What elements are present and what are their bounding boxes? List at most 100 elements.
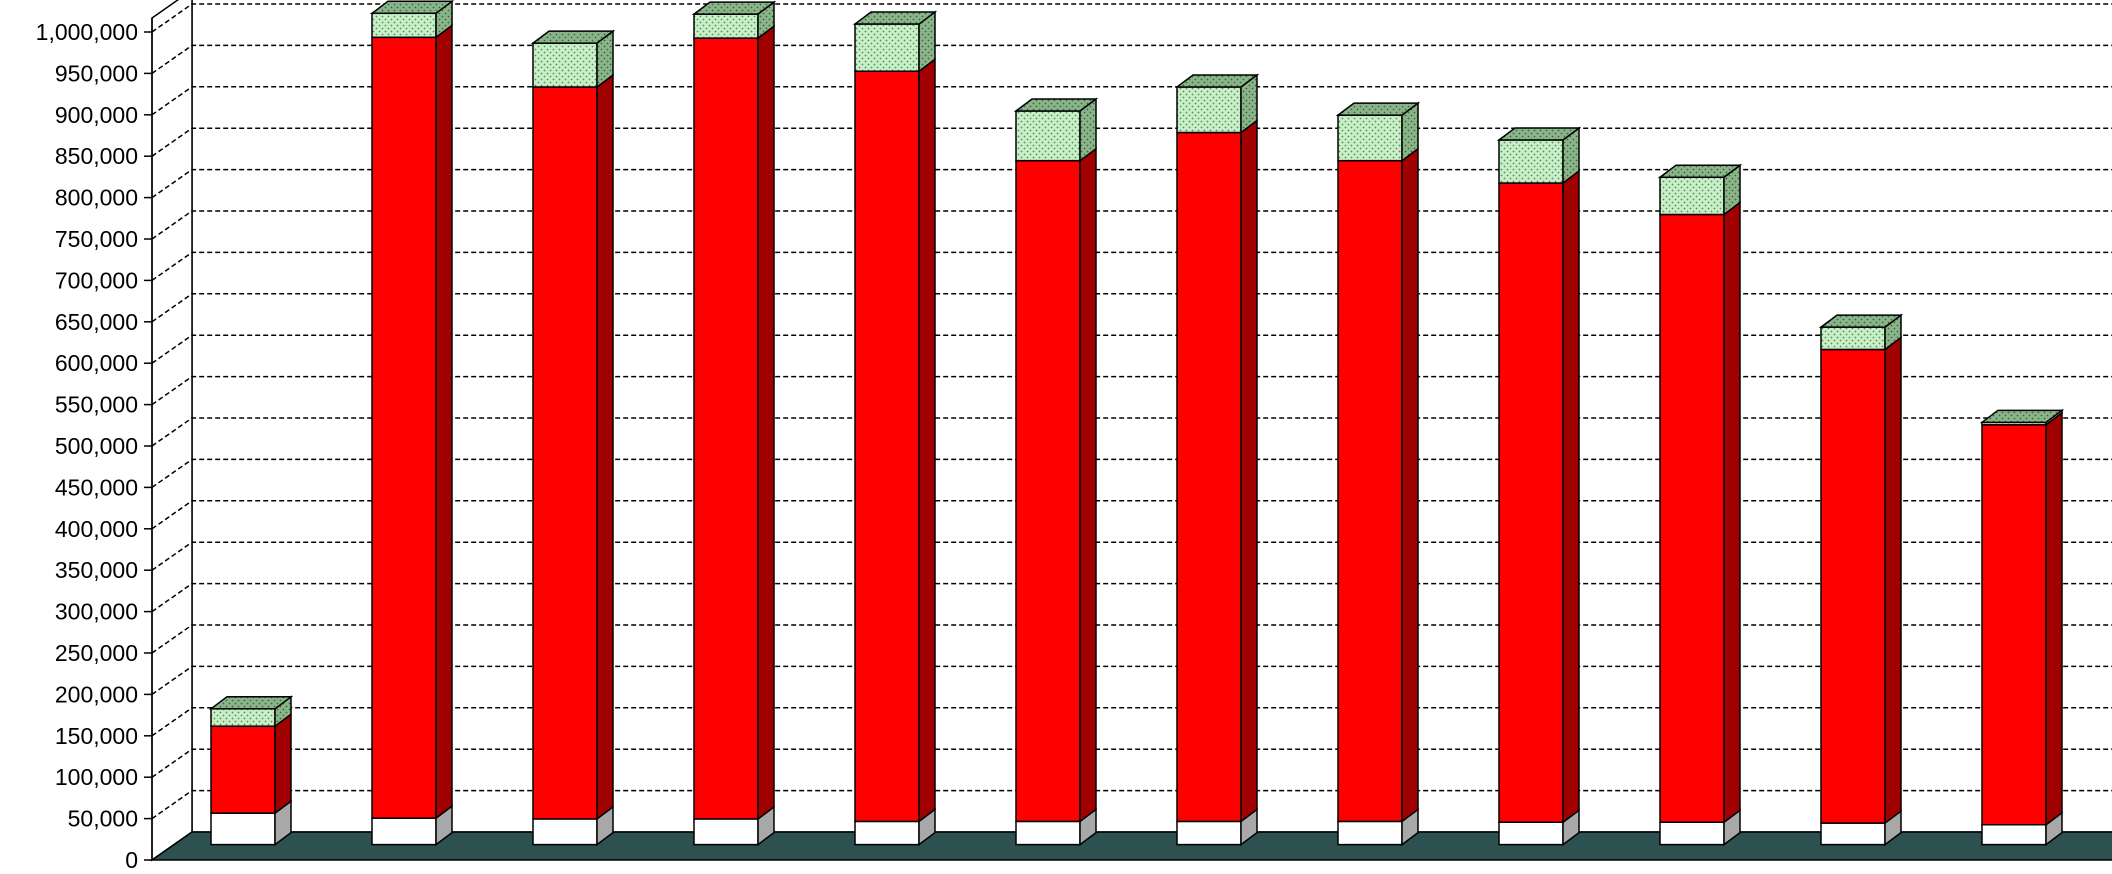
y-tick-label: 450,000: [55, 474, 138, 500]
y-tick-label: 200,000: [55, 681, 138, 707]
bar-top: [852, 11, 938, 25]
bar-segment-side: [1723, 200, 1741, 824]
y-tick-label: 800,000: [55, 185, 138, 211]
gridline: [151, 748, 2112, 778]
gridline: [151, 251, 2112, 282]
y-tick-label: 900,000: [55, 102, 138, 128]
y-tick-label: 650,000: [55, 309, 138, 335]
bar-stack: [530, 29, 616, 847]
y-tick-label: 350,000: [55, 557, 138, 583]
gridline: [151, 624, 2112, 654]
bar-segment: [1337, 114, 1403, 162]
bar-top: [1657, 164, 1743, 178]
y-tick-label: 400,000: [55, 516, 138, 542]
bar-stack: [369, 0, 455, 847]
bar-segment: [1015, 110, 1081, 162]
bar-stack: [691, 0, 777, 847]
bar-top: [530, 30, 616, 44]
gridline: [151, 707, 2112, 737]
bar-segment: [1015, 820, 1081, 846]
bar-stack: [1174, 73, 1260, 847]
bar-segment: [1498, 139, 1564, 184]
y-tick-label: 550,000: [55, 392, 138, 418]
gridline: [151, 500, 2112, 530]
bar-stack: [1013, 97, 1099, 847]
bar-segment: [371, 817, 437, 846]
bar-segment: [1176, 86, 1242, 134]
bar-stack: [1657, 163, 1743, 847]
y-tick-label: 1,000,000: [36, 19, 138, 45]
bar-top: [1335, 102, 1421, 116]
bar-segment: [1659, 213, 1725, 823]
bar-segment: [854, 70, 920, 823]
gridline: [151, 168, 2112, 199]
bar-segment: [210, 708, 276, 727]
bar-segment: [1659, 821, 1725, 846]
bars: [208, 0, 2065, 847]
bar-segment: [1981, 424, 2047, 826]
bar-stack: [1496, 126, 1582, 847]
gridline: [151, 458, 2112, 489]
plot-floor: [149, 831, 2112, 861]
bar-top: [1979, 409, 2065, 424]
y-tick-label: 250,000: [55, 640, 138, 666]
y-tick-label: 150,000: [55, 723, 138, 749]
bar-segment: [693, 37, 759, 820]
bar-segment: [693, 13, 759, 39]
bar-segment: [1176, 131, 1242, 823]
gridline: [151, 665, 2112, 696]
gridline: [151, 334, 2112, 364]
bar-segment: [1659, 176, 1725, 216]
bar-stack: [852, 10, 938, 847]
bar-segment-side: [1884, 335, 1902, 825]
bar-segment-side: [1562, 169, 1580, 824]
bar-segment-side: [435, 23, 453, 820]
gridline: [151, 375, 2112, 406]
bar-segment-side: [757, 24, 775, 821]
bar-segment: [1820, 348, 1886, 824]
y-tick-label: 500,000: [55, 433, 138, 459]
bar-top: [1818, 314, 1904, 328]
bar-segment-side: [918, 57, 936, 823]
bar-segment: [371, 36, 437, 819]
y-axis: 0 50,000 100,000 150,000 200,000 250,000 300,0…: [36, 18, 153, 873]
bar-segment: [1981, 823, 2047, 846]
bar-segment: [1176, 820, 1242, 846]
bar-segment: [1015, 159, 1081, 823]
side-wall-panel: [151, 0, 193, 862]
gridline: [151, 86, 2112, 116]
bar-segment: [532, 86, 598, 820]
bar-stack: [1979, 408, 2065, 847]
plot-back-wall: [151, 0, 2112, 862]
bar-segment-side: [1401, 147, 1419, 823]
gridline: [151, 582, 2112, 613]
y-tick-label: 100,000: [55, 764, 138, 790]
bar-stack: [208, 695, 294, 847]
y-tick-label: 850,000: [55, 143, 138, 169]
gridline: [151, 417, 2112, 447]
gridlines: [151, 3, 2112, 820]
bar-segment-side: [1079, 147, 1097, 823]
gridline: [151, 127, 2112, 157]
y-tick-label: 750,000: [55, 226, 138, 252]
gridline: [151, 541, 2112, 571]
bar-segment-side: [274, 712, 292, 815]
bar-segment-side: [596, 73, 614, 821]
gridline: [151, 44, 2112, 75]
gridline: [151, 3, 2112, 33]
bar-segment: [1498, 821, 1564, 846]
gridline: [151, 210, 2112, 240]
gridline: [151, 293, 2112, 323]
bar-top: [1013, 98, 1099, 112]
bar-segment: [1820, 822, 1886, 846]
bar-segment-side: [1240, 119, 1258, 823]
y-tick-label: 50,000: [68, 806, 138, 832]
bar-segment: [1337, 159, 1403, 823]
bar-segment: [854, 23, 920, 72]
back-wall-panel: [191, 0, 2112, 833]
y-tick-label: 950,000: [55, 60, 138, 86]
bar-stack: [1818, 313, 1904, 847]
bar-segment: [532, 818, 598, 846]
bar-segment: [1820, 326, 1886, 351]
bar-top: [369, 0, 455, 15]
